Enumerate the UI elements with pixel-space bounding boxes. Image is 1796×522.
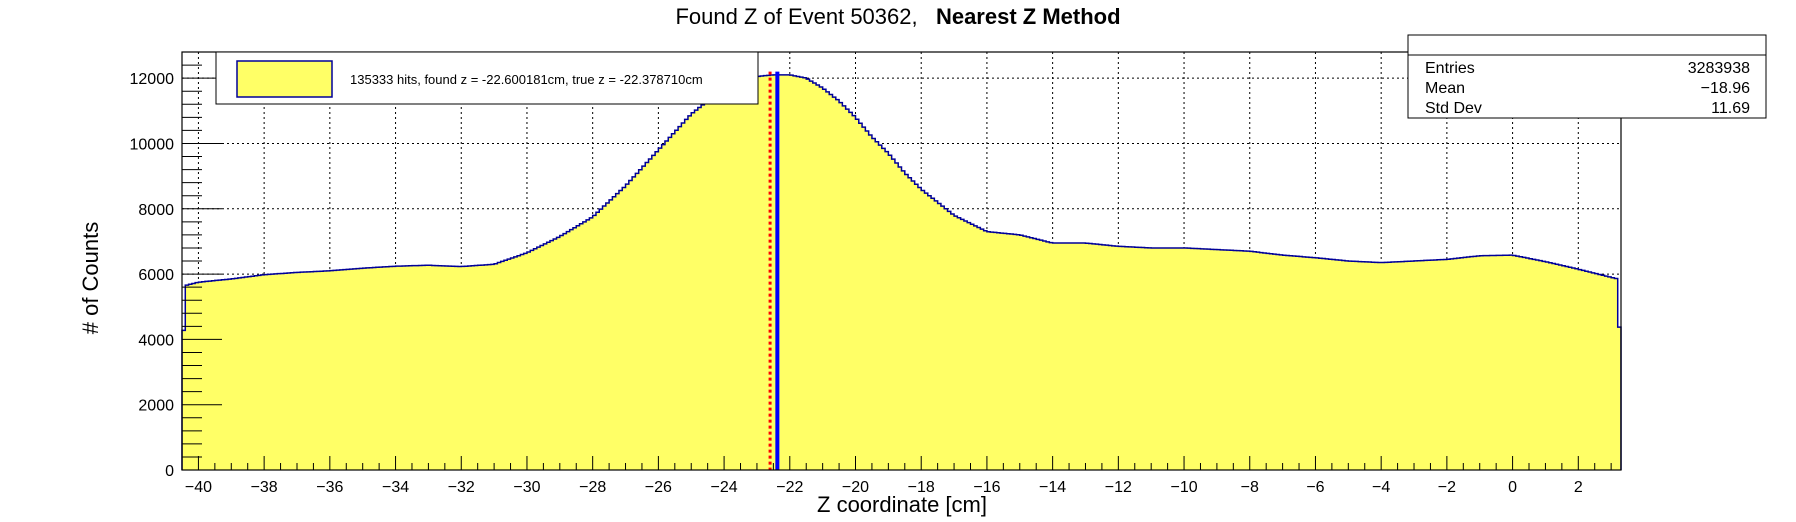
x-tick-label: −32 bbox=[448, 479, 475, 496]
stats-mean-value: −18.96 bbox=[1701, 80, 1750, 97]
stats-entries-label: Entries bbox=[1425, 60, 1475, 77]
stats-stddev-label: Std Dev bbox=[1425, 100, 1482, 117]
x-tick-label: 0 bbox=[1508, 479, 1517, 496]
legend-box: 135333 hits, found z = -22.600181cm, tru… bbox=[215, 51, 759, 105]
x-tick-label: −16 bbox=[973, 479, 1000, 496]
x-tick-label: −8 bbox=[1241, 479, 1259, 496]
y-axis-label: # of Counts bbox=[78, 222, 103, 335]
y-tick-label: 8000 bbox=[138, 202, 174, 219]
x-tick-label: −12 bbox=[1105, 479, 1132, 496]
x-tick-label: −40 bbox=[185, 479, 212, 496]
x-tick-label: −26 bbox=[645, 479, 672, 496]
x-axis-ticks: −40 −38 −36 −34 −32 −30 −28 −26 −24 −22 −20 −18 −16−… bbox=[181, 456, 1612, 496]
y-tick-label: 10000 bbox=[130, 136, 175, 153]
chart-title: Found Z of Event 50362, Nearest Z Method bbox=[0, 4, 1796, 30]
x-tick-label: −2 bbox=[1438, 479, 1456, 496]
x-tick-label: −18 bbox=[908, 479, 935, 496]
x-tick-label: −38 bbox=[251, 479, 278, 496]
title-method: Nearest Z Method bbox=[935, 4, 1121, 29]
stats-mean-label: Mean bbox=[1425, 80, 1465, 97]
x-tick-label: −36 bbox=[316, 479, 343, 496]
histogram-fill bbox=[182, 74, 1621, 470]
x-tick-label: −14 bbox=[1039, 479, 1066, 496]
x-tick-label: −30 bbox=[513, 479, 540, 496]
legend-entry: 135333 hits, found z = -22.600181cm, tru… bbox=[350, 72, 703, 87]
x-tick-label: −28 bbox=[579, 479, 606, 496]
x-tick-label: 2 bbox=[1574, 479, 1583, 496]
marker-lines bbox=[768, 71, 780, 470]
y-tick-label: 6000 bbox=[138, 267, 174, 284]
histogram-outline bbox=[181, 74, 1622, 470]
x-tick-label: −22 bbox=[776, 479, 803, 496]
x-tick-label: −24 bbox=[711, 479, 738, 496]
x-axis-label: Z coordinate [cm] bbox=[817, 492, 987, 517]
stats-box: Entries 3283938 Mean −18.96 Std Dev 11.6… bbox=[1407, 34, 1767, 119]
y-tick-label: 12000 bbox=[130, 71, 175, 88]
y-axis-ticks: 0 2000 4000 6000 8000 10000 12000 bbox=[130, 51, 222, 480]
x-tick-label: −10 bbox=[1170, 479, 1197, 496]
y-tick-label: 0 bbox=[165, 463, 174, 480]
y-tick-label: 2000 bbox=[138, 398, 174, 415]
x-tick-label: −34 bbox=[382, 479, 409, 496]
stats-stddev-value: 11.69 bbox=[1711, 100, 1750, 117]
x-tick-label: −4 bbox=[1372, 479, 1390, 496]
stats-entries-value: 3283938 bbox=[1688, 60, 1750, 77]
y-tick-label: 4000 bbox=[138, 332, 174, 349]
title-main: Found Z of Event 50362, bbox=[675, 4, 936, 29]
legend-swatch bbox=[236, 60, 333, 98]
x-tick-label: −20 bbox=[842, 479, 869, 496]
x-tick-label: −6 bbox=[1306, 479, 1324, 496]
